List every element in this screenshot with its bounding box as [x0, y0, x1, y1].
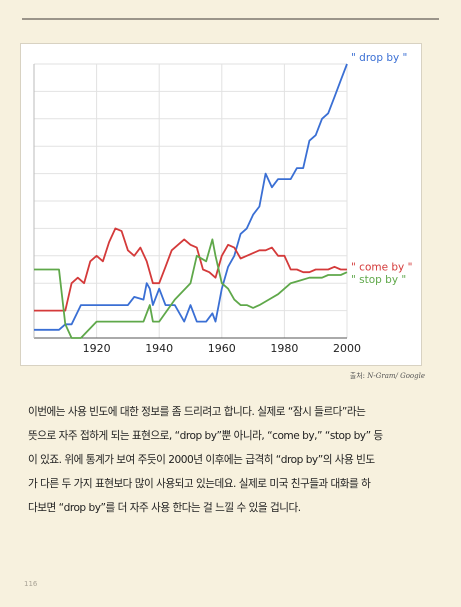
body-line: 다보면 “drop by”를 더 자주 사용 한다는 걸 느낄 수 있을 겁니다… — [28, 502, 301, 514]
x-tick-label: 1940 — [145, 342, 173, 355]
body-line: 이번에는 사용 빈도에 대한 정보를 좀 드리려고 합니다. 실제로 “잠시 들… — [28, 406, 366, 418]
x-tick-label: 1920 — [83, 342, 111, 355]
figure-credit: 출처: N-Gram/ Google — [350, 371, 425, 381]
page-number: 116 — [24, 580, 38, 588]
x-tick-label: 2000 — [333, 342, 361, 355]
ngram-line-chart: 1920 1940 1960 1980 2000 " drop by " " come by… — [33, 52, 412, 355]
body-line: 가 다른 두 가지 표현보다 많이 사용되고 있는데요. 실제로 미국 친구들과… — [28, 478, 371, 490]
credit-label: 출처: — [349, 372, 366, 380]
body-paragraph: 이번에는 사용 빈도에 대한 정보를 좀 드리려고 합니다. 실제로 “잠시 들… — [28, 400, 434, 520]
series-line — [34, 63, 348, 331]
series-line — [34, 227, 347, 312]
top-rule — [22, 18, 439, 20]
series-label: " stop by " — [351, 274, 406, 286]
series-label: " drop by " — [351, 52, 407, 64]
body-line: 이 있죠. 위에 통계가 보여 주듯이 2000년 이후에는 급격히 “drop… — [28, 454, 375, 466]
body-line: 뜻으로 자주 접하게 되는 표현으로, “drop by”뿐 아니라, “com… — [28, 430, 383, 442]
ngram-figure: 1920 1940 1960 1980 2000 " drop by " " come by… — [20, 43, 422, 366]
x-tick-label: 1980 — [270, 342, 298, 355]
series-label: " come by " — [351, 262, 412, 274]
series-line — [34, 238, 348, 339]
x-tick-label: 1960 — [208, 342, 236, 355]
credit-source: N-Gram/ Google — [367, 372, 425, 380]
